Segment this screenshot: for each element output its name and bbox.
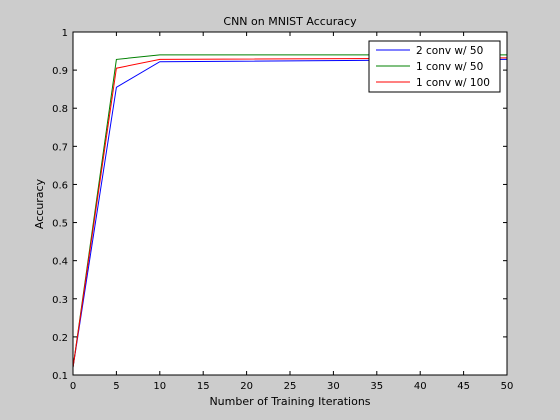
x-tick-label: 20	[240, 381, 253, 392]
plot-frame	[72, 31, 508, 376]
x-tick-label: 30	[327, 381, 340, 392]
x-tick-label: 40	[414, 381, 427, 392]
legend: 2 conv w/ 50 1 conv w/ 50 1 conv w/ 100	[368, 40, 501, 93]
x-tick-label: 50	[501, 381, 514, 392]
x-tick-label: 35	[370, 381, 383, 392]
y-tick-label: 0.6	[52, 180, 68, 191]
series-line-3	[72, 57, 508, 368]
y-tick-label: 0.3	[52, 295, 68, 306]
legend-label-3: 1 conv w/ 100	[416, 77, 490, 89]
x-tick-label: 45	[457, 381, 470, 392]
x-tick-label: 25	[284, 381, 297, 392]
y-tick-label: 0.8	[52, 104, 68, 115]
tick-layer: 0 5 10 15 20 25 30 35 40 45 50 0.1 0.2 0.3 0.4 0.5 0.6 0.…	[52, 28, 513, 392]
y-tick-label: 0.7	[52, 142, 68, 153]
series-line-1	[72, 58, 508, 368]
series-line-2	[72, 54, 507, 368]
y-axis-label: Accuracy	[33, 178, 46, 229]
y-tick-label: 0.9	[52, 66, 68, 77]
series-layer	[72, 54, 508, 368]
x-tick-label: 0	[70, 381, 76, 392]
y-tick-label: 0.1	[52, 371, 68, 382]
y-tick-label: 0.2	[52, 333, 68, 344]
legend-label-2: 1 conv w/ 50	[416, 61, 483, 73]
y-tick-label: 0.4	[52, 257, 68, 268]
x-axis-label: Number of Training Iterations	[209, 395, 370, 408]
y-tick-label: 1	[62, 28, 68, 39]
chart-title: CNN on MNIST Accuracy	[223, 15, 357, 28]
x-tick-label: 15	[197, 381, 210, 392]
y-tick-label: 0.5	[52, 219, 68, 230]
x-tick-label: 5	[113, 381, 119, 392]
x-tick-label: 10	[153, 381, 166, 392]
legend-label-1: 2 conv w/ 50	[416, 45, 483, 57]
